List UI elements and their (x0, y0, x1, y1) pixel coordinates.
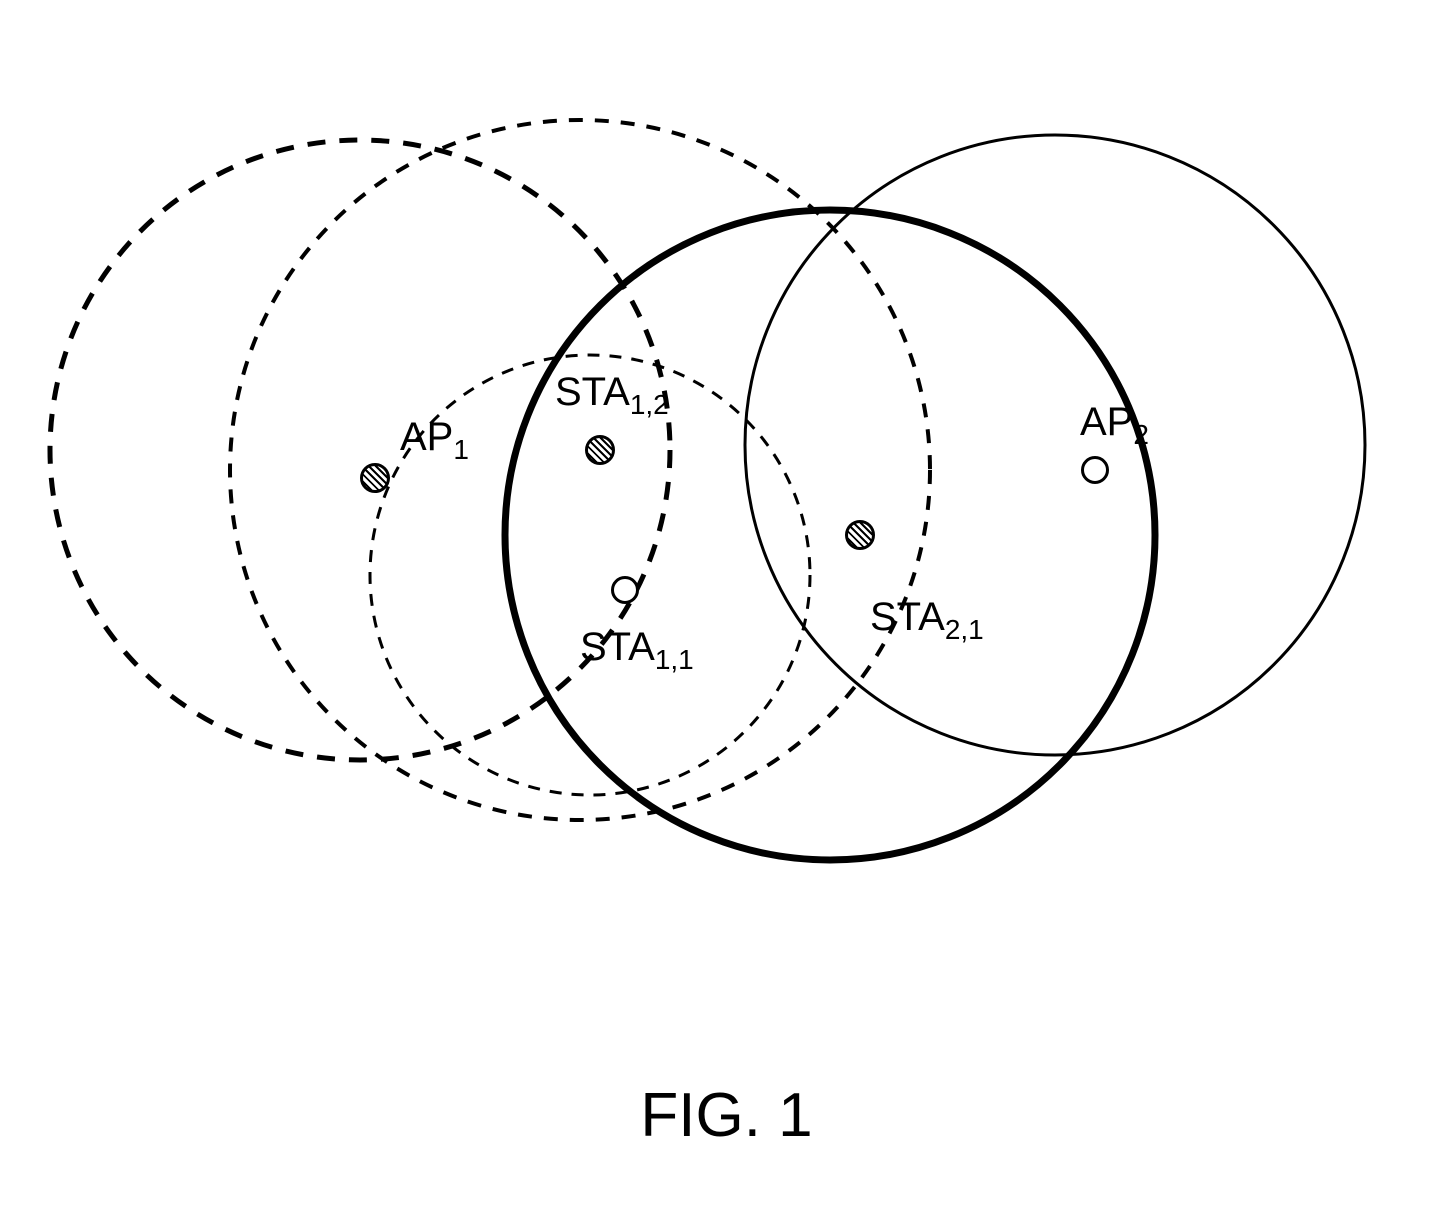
label-main-sta21: STA (870, 595, 945, 639)
coverage-circle-sta21-range (505, 210, 1155, 860)
figure-caption: FIG. 1 (640, 1080, 812, 1151)
node-sta11 (611, 576, 639, 604)
label-sta11: STA1,1 (580, 625, 694, 676)
node-ap2 (1081, 456, 1109, 484)
label-main-sta11: STA (580, 625, 655, 669)
label-ap1: AP1 (400, 415, 469, 466)
diagram-svg (0, 0, 1453, 1221)
node-ap1 (360, 463, 390, 493)
label-main-sta12: STA (555, 370, 630, 414)
network-diagram: AP1STA1,2STA1,1STA2,1AP2 FIG. 1 (0, 0, 1453, 1221)
coverage-circle-sta12-range (230, 120, 930, 820)
label-sub-sta21: 2,1 (945, 614, 984, 645)
label-sub-ap1: 1 (453, 434, 469, 465)
caption-text: FIG. 1 (640, 1081, 812, 1150)
label-main-ap2: AP (1080, 400, 1133, 444)
label-sta21: STA2,1 (870, 595, 984, 646)
label-sub-ap2: 2 (1133, 419, 1149, 450)
label-sub-sta12: 1,2 (630, 389, 669, 420)
label-ap2: AP2 (1080, 400, 1149, 451)
node-sta12 (585, 435, 615, 465)
label-sta12: STA1,2 (555, 370, 669, 421)
coverage-circle-ap1-range (50, 140, 670, 760)
label-main-ap1: AP (400, 415, 453, 459)
coverage-circle-ap2-range (745, 135, 1365, 755)
label-sub-sta11: 1,1 (655, 644, 694, 675)
node-sta21 (845, 520, 875, 550)
